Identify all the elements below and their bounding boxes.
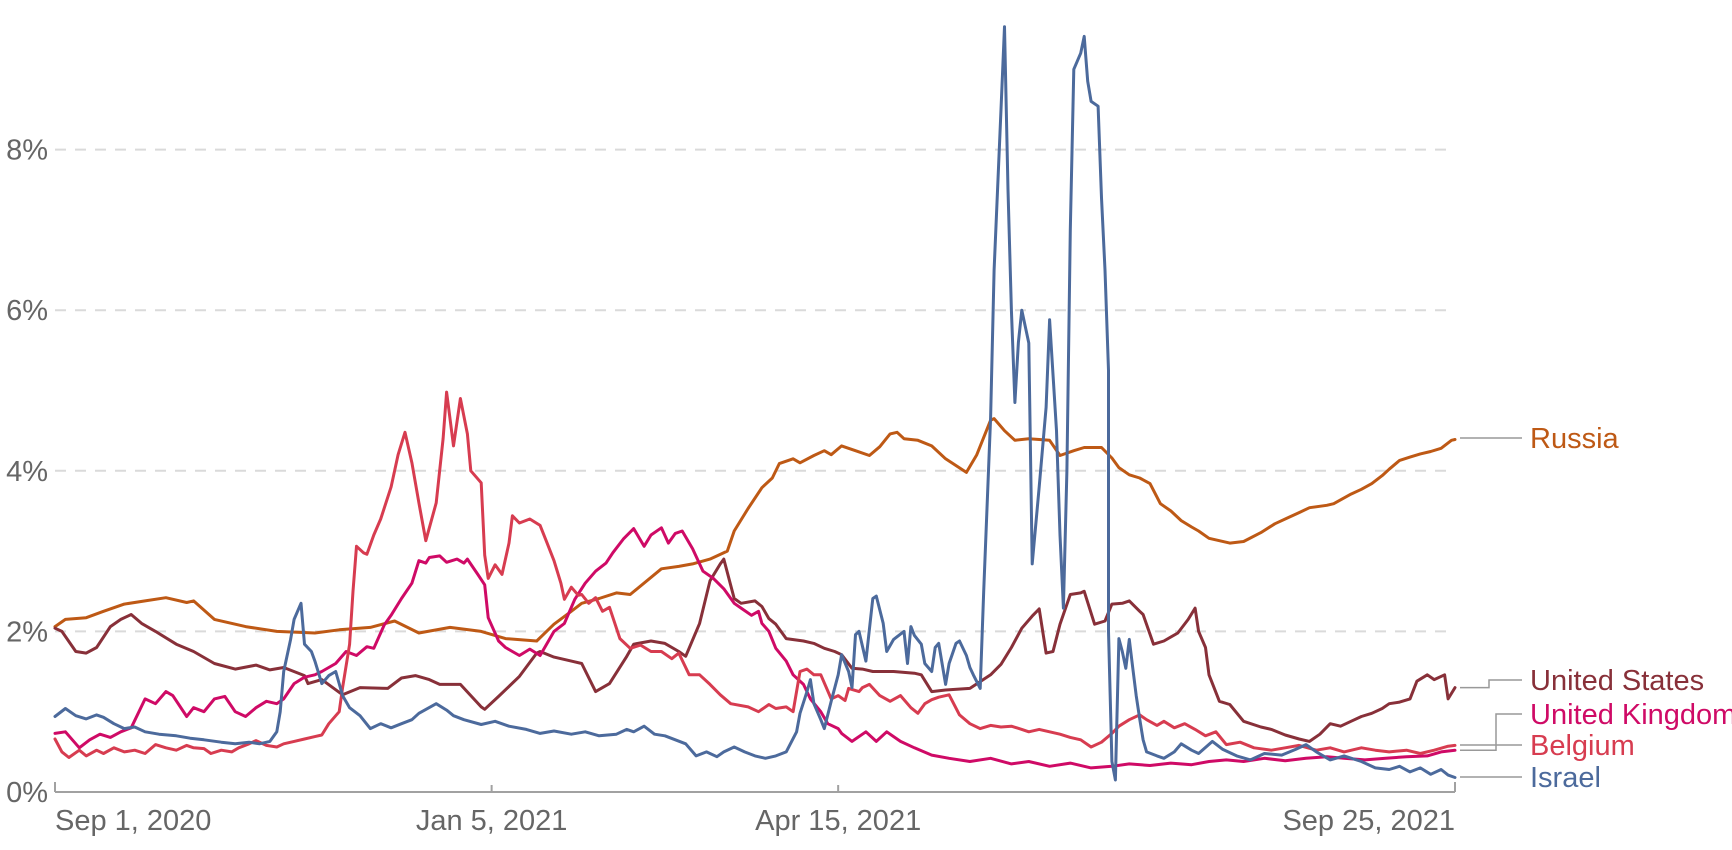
x-tick-label-sep-25,-2021: Sep 25, 2021 — [1282, 805, 1455, 837]
x-tick-label-sep-1,-2020: Sep 1, 2020 — [55, 805, 211, 837]
legend-connector-united-kingdom — [1460, 713, 1522, 751]
x-tick-label-apr-15,-2021: Apr 15, 2021 — [755, 805, 921, 837]
series-line-israel[interactable] — [53, 25, 1457, 782]
x-tick-label-jan-5,-2021: Jan 5, 2021 — [416, 805, 568, 837]
y-tick-label-4pct: 4% — [6, 456, 48, 488]
series-line-united-states[interactable] — [53, 557, 1457, 743]
series-line-russia[interactable] — [53, 417, 1457, 643]
series-line-belgium[interactable] — [53, 390, 1457, 759]
legend-label-united-states[interactable]: United States — [1530, 665, 1704, 697]
y-tick-label-8pct: 8% — [6, 135, 48, 167]
legend-connector-united-states — [1460, 679, 1522, 689]
y-tick-label-0pct: 0% — [6, 777, 48, 809]
legend-label-israel[interactable]: Israel — [1530, 762, 1601, 794]
legend-label-united-kingdom[interactable]: United Kingdom — [1530, 699, 1732, 731]
series-line-united-kingdom[interactable] — [53, 526, 1457, 770]
legend-label-belgium[interactable]: Belgium — [1530, 730, 1635, 762]
legend-label-russia[interactable]: Russia — [1530, 423, 1620, 455]
y-tick-label-6pct: 6% — [6, 295, 48, 327]
y-tick-label-2pct: 2% — [6, 616, 48, 648]
